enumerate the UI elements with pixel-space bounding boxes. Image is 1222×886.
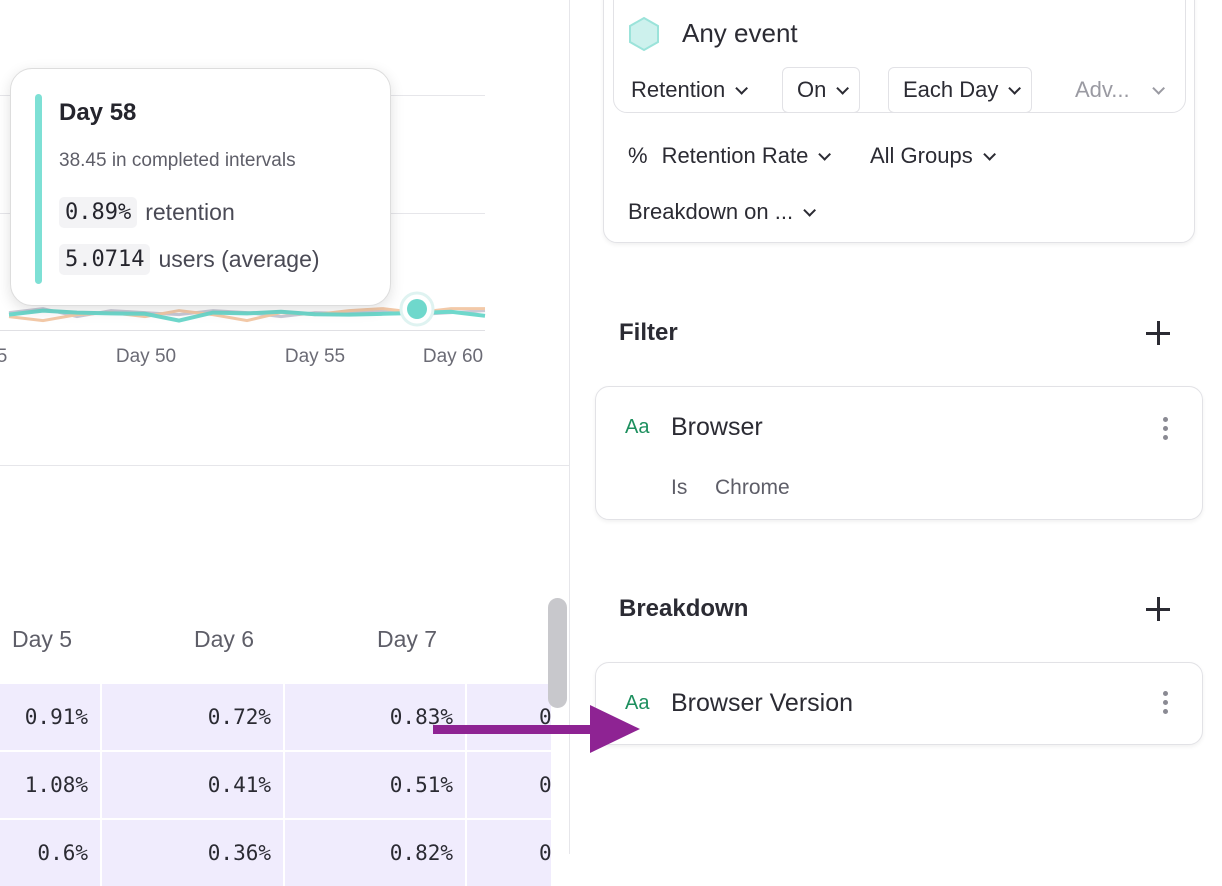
percent-icon: % [628, 143, 648, 168]
tooltip-subtitle: 38.45 in completed intervals [59, 150, 296, 171]
add-filter-plus-icon[interactable] [1146, 321, 1170, 345]
users-value: 5.0714 [59, 244, 151, 275]
advanced-dropdown[interactable]: Adv... [1075, 67, 1165, 113]
retention-label: Retention [631, 77, 726, 102]
chevron-down-icon [982, 147, 996, 161]
chevron-down-icon [836, 81, 850, 95]
column-header: Day 5 [11, 626, 73, 652]
on-dropdown[interactable]: On [782, 67, 861, 113]
hexagon-icon [629, 16, 659, 52]
query-card: Any event Retention On Each Day Adv... %… [603, 0, 1195, 243]
on-label: On [797, 77, 827, 102]
x-tick-label: 5 [0, 346, 8, 367]
table-cell: 0.83% [285, 684, 465, 750]
filter-value[interactable]: Chrome [715, 476, 790, 499]
filter-heading: Filter [619, 319, 678, 346]
users-label: users (average) [158, 246, 320, 272]
interval-dropdown[interactable]: Each Day [888, 67, 1033, 113]
table-cell: 0.41% [102, 752, 283, 818]
chart-tooltip: Day 58 38.45 in completed intervals 0.89… [10, 68, 391, 306]
line-chart [8, 291, 486, 327]
retention-value: 0.89% [59, 197, 138, 228]
breakdown-heading: Breakdown [619, 595, 749, 622]
table-cell: 0.6% [0, 820, 100, 886]
annotation-arrow-icon [433, 705, 640, 753]
section-divider [0, 465, 569, 466]
tooltip-retention: 0.89% retention [59, 197, 235, 228]
highlight-point[interactable] [407, 299, 427, 319]
groups-dropdown[interactable]: All Groups [870, 133, 996, 179]
interval-label: Each Day [903, 77, 999, 102]
chevron-down-icon [803, 203, 817, 217]
panel-divider [569, 0, 570, 854]
breakdown-card[interactable]: Aa Browser Version [595, 662, 1203, 745]
retention-dropdown[interactable]: Retention [631, 67, 749, 113]
table-cell: 0 [467, 752, 551, 818]
table-cell: 0.82% [285, 820, 465, 886]
filter-property[interactable]: Browser [671, 413, 763, 441]
table-cell: 0.36% [102, 820, 283, 886]
column-header: Day 7 [376, 626, 438, 652]
table-cell: 0.51% [285, 752, 465, 818]
tooltip-users: 5.0714 users (average) [59, 244, 320, 275]
more-options-icon[interactable] [1163, 417, 1168, 440]
table-cell: 0.72% [102, 684, 283, 750]
groups-label: All Groups [870, 143, 973, 168]
chevron-down-icon [818, 147, 832, 161]
table-cell: 0 [467, 684, 551, 750]
add-breakdown-plus-icon[interactable] [1146, 597, 1170, 621]
chevron-down-icon [1008, 81, 1022, 95]
string-type-icon: Aa [625, 692, 650, 714]
x-axis [0, 330, 485, 331]
column-header: Day 6 [193, 626, 255, 652]
breakdown-on-dropdown[interactable]: Breakdown on ... [628, 189, 817, 235]
event-name[interactable]: Any event [682, 18, 798, 48]
table-cell: 1.08% [0, 752, 100, 818]
scrollbar[interactable] [548, 598, 567, 708]
x-tick-label: Day 55 [284, 346, 346, 367]
tooltip-title: Day 58 [59, 99, 137, 126]
measure-dropdown[interactable]: % Retention Rate [628, 133, 832, 179]
event-card: Any event [613, 0, 1186, 113]
table-cell: 0 [467, 820, 551, 886]
x-tick-label: Day 50 [115, 346, 177, 367]
filter-card[interactable]: Aa Browser Is Chrome [595, 386, 1203, 520]
string-type-icon: Aa [625, 416, 650, 438]
retention-label: retention [145, 199, 235, 225]
breakdown-property[interactable]: Browser Version [671, 689, 854, 717]
chart-area: 5 Day 50 Day 55 Day 60 Day 58 38.45 in c… [0, 0, 569, 465]
x-tick-label: Day 60 [422, 346, 484, 367]
more-options-icon[interactable] [1163, 691, 1168, 714]
measure-label: Retention Rate [661, 143, 809, 168]
advanced-label: Adv... [1075, 77, 1130, 102]
table-cell: 0.91% [0, 684, 100, 750]
filter-operator[interactable]: Is [671, 476, 688, 499]
breakdown-on-label: Breakdown on ... [628, 199, 794, 224]
series-color-bar [35, 94, 42, 284]
